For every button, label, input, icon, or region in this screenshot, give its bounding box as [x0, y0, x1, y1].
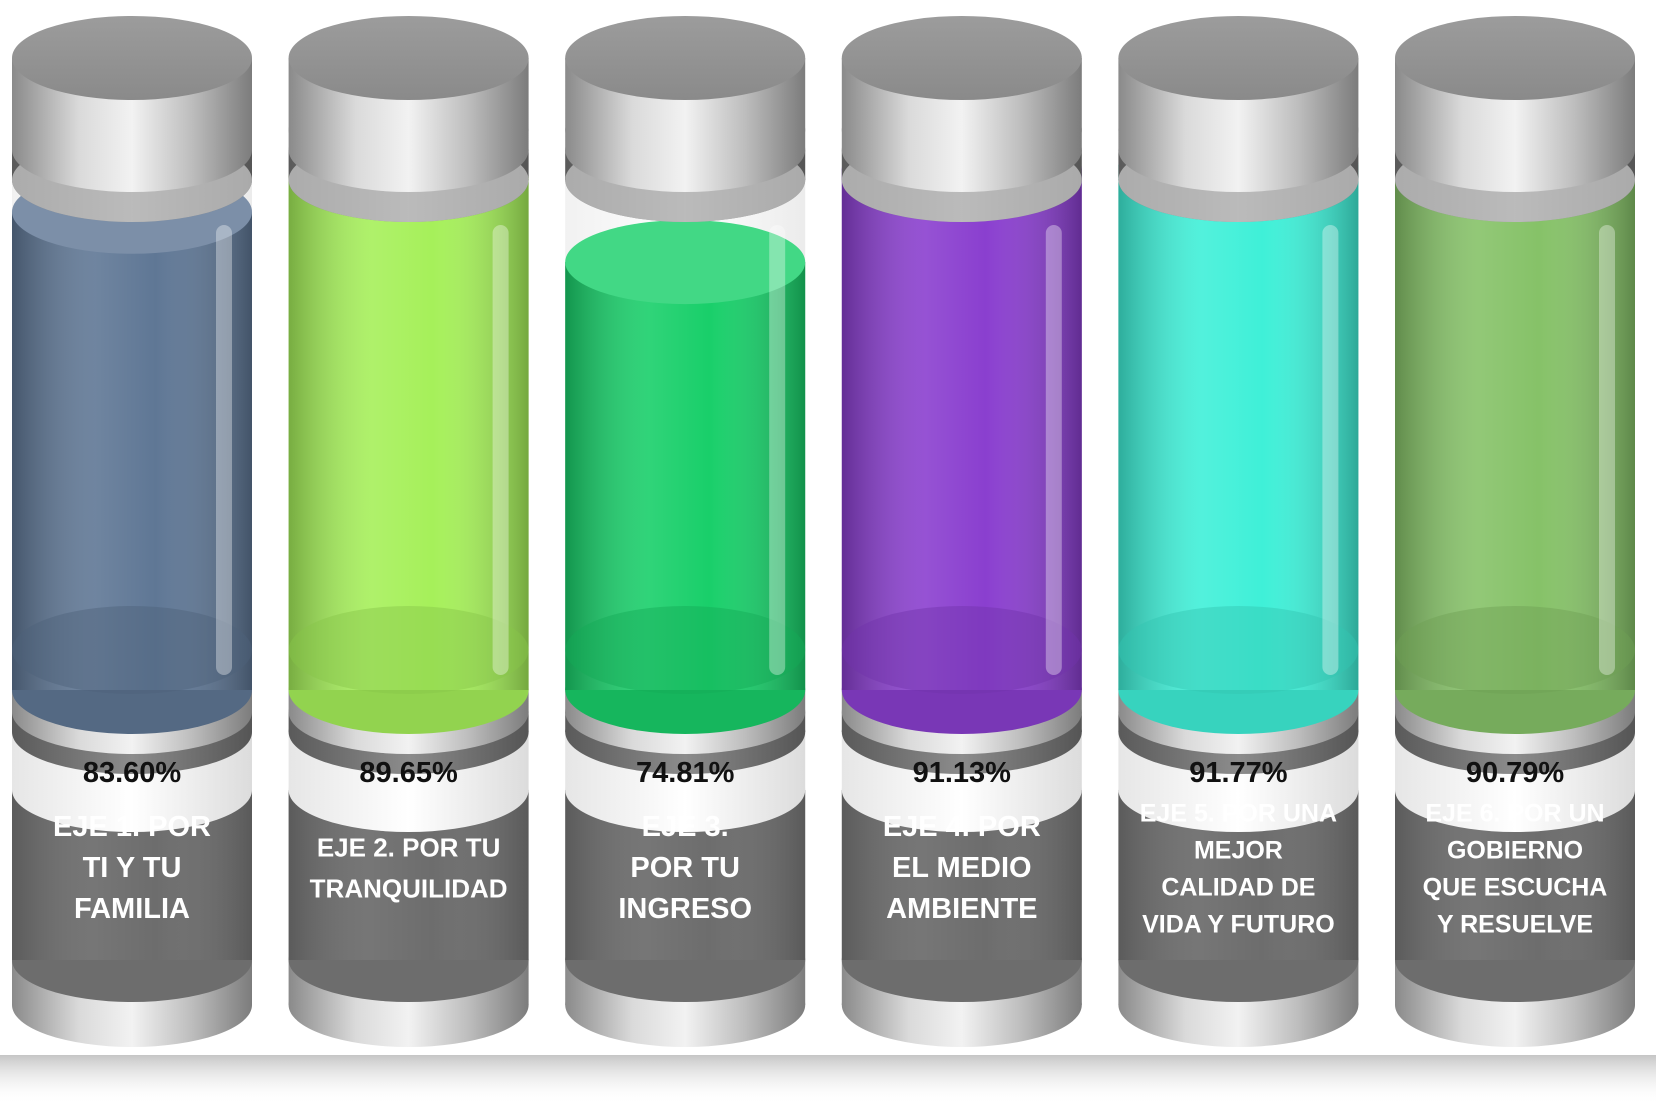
- glass-highlight: [216, 225, 232, 675]
- category-label: EJE 6. POR UN GOBIERNO QUE ESCUCHA Y RESUEL…: [1423, 800, 1608, 939]
- bar-2: [288, 135, 529, 734]
- value-label: 90.79%: [1466, 757, 1565, 789]
- liquid-floor: [1118, 606, 1359, 694]
- tube-3: 74.81% EJE 3. POR TU INGRESO: [565, 16, 806, 1047]
- liquid-shading: [841, 168, 1082, 691]
- cap-top: [1395, 16, 1635, 100]
- cap-top: [288, 16, 529, 100]
- value-label: 74.81%: [636, 757, 735, 789]
- category-label: EJE 1. POR TI Y TU FAMILIA: [53, 811, 211, 925]
- liquid-shading: [565, 262, 806, 690]
- category-label: EJE 2. POR TU TRANQUILIDAD: [310, 833, 508, 904]
- cap-top: [841, 16, 1082, 100]
- glass-highlight: [1045, 225, 1062, 675]
- value-label: 83.60%: [83, 757, 182, 789]
- category-label: EJE 3. POR TU INGRESO: [618, 811, 752, 925]
- tube-6: 90.79% EJE 6. POR UN GOBIERNO QUE ESCUCHA Y …: [1395, 16, 1635, 1047]
- tube-5: 91.77% EJE 5. POR UNA MEJOR CALIDAD DE VIDA …: [1118, 16, 1359, 1047]
- glass-highlight: [1322, 225, 1339, 675]
- liquid-floor: [565, 606, 806, 694]
- cap-top: [1118, 16, 1359, 100]
- floor-shadow: [0, 1055, 1656, 1105]
- liquid-floor: [288, 606, 529, 694]
- value-label: 89.65%: [359, 757, 458, 789]
- liquid-floor: [1395, 606, 1635, 694]
- bar-3: [565, 220, 806, 734]
- glass-highlight: [492, 225, 509, 675]
- liquid-shading: [1118, 165, 1359, 690]
- bar-1: [12, 169, 252, 734]
- category-label: EJE 4. POR EL MEDIO AMBIENTE: [883, 811, 1041, 925]
- tube-4: 91.13% EJE 4. POR EL MEDIO AMBIENTE: [841, 16, 1082, 1047]
- value-label: 91.77%: [1189, 757, 1288, 789]
- cap-top: [565, 16, 806, 100]
- tube-2: 89.65% EJE 2. POR TU TRANQUILIDAD: [288, 16, 529, 1047]
- tube-1: 83.60% EJE 1. POR TI Y TU FAMILIA: [12, 16, 252, 1047]
- liquid-shading: [288, 177, 529, 690]
- cap-top: [12, 16, 252, 100]
- glass-highlight: [1599, 225, 1615, 675]
- liquid-surface: [565, 220, 806, 305]
- category-label: EJE 5. POR UNA MEJOR CALIDAD DE VIDA Y FUTU…: [1140, 800, 1337, 939]
- glass-highlight: [769, 225, 786, 675]
- liquid-shading: [12, 211, 252, 691]
- liquid-floor: [841, 606, 1082, 694]
- liquid-shading: [1395, 170, 1635, 690]
- value-label: 91.13%: [913, 757, 1012, 789]
- liquid-floor: [12, 606, 252, 694]
